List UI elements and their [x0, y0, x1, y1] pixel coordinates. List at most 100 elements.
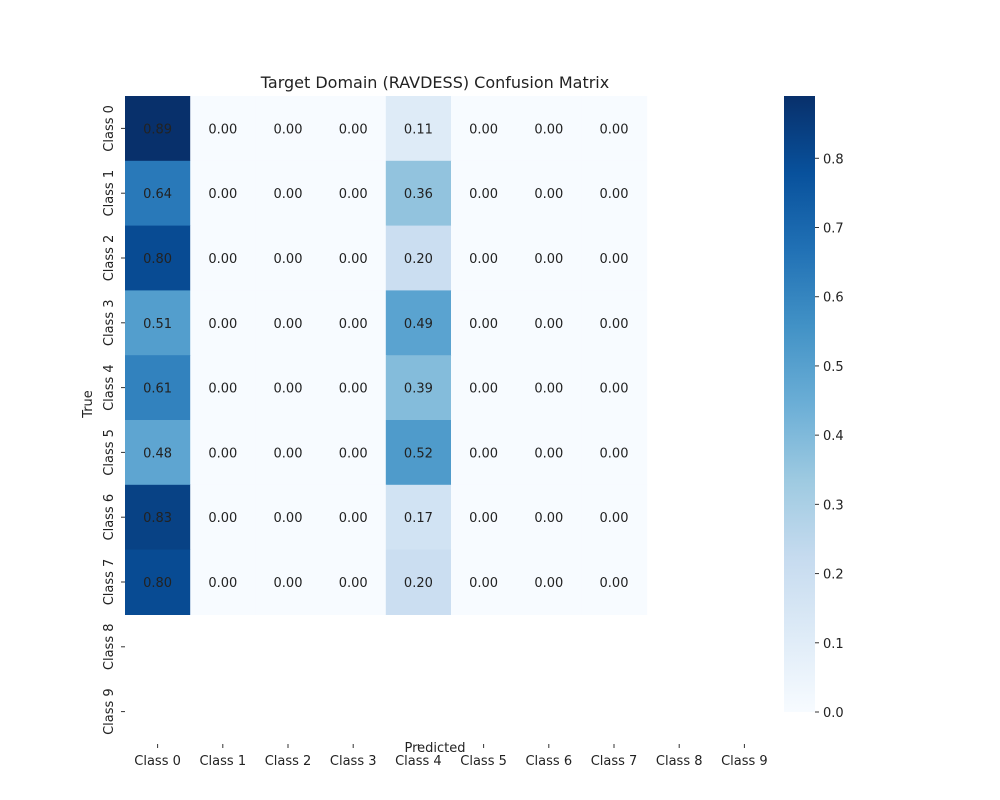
- heatmap-cell: [451, 290, 517, 356]
- heatmap-cell: [125, 225, 191, 291]
- heatmap-cell: [190, 549, 256, 615]
- cell-value-label: 0.51: [143, 317, 172, 332]
- chart-title: Target Domain (RAVDESS) Confusion Matrix: [260, 73, 609, 92]
- colorbar-ticks: 0.0 0.1 0.2 0.3 0.4 0.5 0.6 0.7 0.8: [815, 152, 844, 721]
- cell-value-label: 0.00: [339, 252, 368, 267]
- cell-value-label: 0.00: [208, 382, 237, 397]
- x-tick-label: Class 6: [525, 754, 572, 769]
- y-tick-label: Class 5: [102, 429, 117, 476]
- heatmap-cell: [320, 484, 387, 551]
- cell-value-label: 0.00: [534, 382, 563, 397]
- cell-value-label: 0.00: [274, 187, 303, 202]
- cell-value-label: 0.00: [600, 122, 629, 137]
- heatmap-cell: [385, 484, 452, 551]
- heatmap-cell: [385, 355, 452, 421]
- heatmap-cell: [190, 420, 256, 486]
- cell-value-label: 0.80: [143, 252, 172, 267]
- heatmap-cell: [385, 96, 452, 162]
- cell-value-label: 0.49: [404, 317, 433, 332]
- colorbar-tick-label: 0.7: [823, 222, 844, 237]
- heatmap-cell: [385, 290, 452, 356]
- y-tick-label: Class 4: [102, 364, 117, 411]
- x-tick-label: Class 7: [591, 754, 638, 769]
- heatmap-cell-labels: 0.89 0.00 0.00 0.00 0.11 0.00 0.00 0.00 0.64 0.00…: [143, 122, 628, 591]
- heatmap-cell: [516, 420, 582, 486]
- colorbar-tick-label: 0.8: [823, 152, 844, 167]
- x-tick-label: Class 1: [199, 754, 246, 769]
- heatmap-cell: [255, 420, 322, 486]
- heatmap-cell: [581, 420, 648, 486]
- cell-value-label: 0.39: [404, 382, 433, 397]
- cell-value-label: 0.00: [600, 382, 629, 397]
- cell-value-label: 0.00: [534, 122, 563, 137]
- cell-value-label: 0.11: [404, 122, 433, 137]
- heatmap-cell: [190, 355, 256, 421]
- heatmap-cell: [255, 160, 322, 227]
- heatmap-cell: [451, 484, 517, 551]
- colorbar-tick-label: 0.4: [823, 429, 844, 444]
- cell-value-label: 0.00: [208, 122, 237, 137]
- cell-value-label: 0.00: [208, 187, 237, 202]
- heatmap-cell: [581, 160, 648, 227]
- heatmap-cell: [320, 96, 387, 162]
- y-axis-label: True: [81, 390, 96, 419]
- heatmap-cell: [385, 549, 452, 615]
- cell-value-label: 0.00: [600, 576, 629, 591]
- heatmap-cell: [125, 160, 191, 227]
- cell-value-label: 0.64: [143, 187, 172, 202]
- x-tick-label: Class 0: [134, 754, 181, 769]
- heatmap-cell: [516, 549, 582, 615]
- heatmap-cell: [255, 355, 322, 421]
- heatmap-cell: [516, 160, 582, 227]
- heatmap-cell: [320, 355, 387, 421]
- cell-value-label: 0.00: [339, 576, 368, 591]
- cell-value-label: 0.20: [404, 252, 433, 267]
- heatmap-cell: [320, 290, 387, 356]
- y-tick-label: Class 6: [102, 494, 117, 541]
- cell-value-label: 0.00: [208, 252, 237, 267]
- cell-value-label: 0.00: [274, 122, 303, 137]
- y-tick-label: Class 9: [102, 688, 117, 735]
- cell-value-label: 0.00: [600, 252, 629, 267]
- y-tick-label: Class 7: [102, 559, 117, 606]
- cell-value-label: 0.00: [469, 317, 498, 332]
- cell-value-label: 0.00: [339, 187, 368, 202]
- x-tick-label: Class 8: [656, 754, 703, 769]
- colorbar-gradient: [784, 96, 815, 712]
- cell-value-label: 0.00: [274, 382, 303, 397]
- colorbar-tick-label: 0.3: [823, 498, 844, 513]
- cell-value-label: 0.83: [143, 511, 172, 526]
- heatmap-cell: [255, 549, 322, 615]
- heatmap-cell: [255, 290, 322, 356]
- colorbar-tick-label: 0.0: [823, 706, 844, 721]
- heatmap-cell: [516, 225, 582, 291]
- cell-value-label: 0.00: [534, 576, 563, 591]
- cell-value-label: 0.17: [404, 511, 433, 526]
- cell-value-label: 0.80: [143, 576, 172, 591]
- cell-value-label: 0.00: [274, 511, 303, 526]
- heatmap-cell: [451, 355, 517, 421]
- heatmap-cell: [255, 225, 322, 291]
- y-tick-label: Class 2: [102, 235, 117, 282]
- colorbar-tick-label: 0.6: [823, 291, 844, 306]
- cell-value-label: 0.00: [469, 382, 498, 397]
- heatmap-cell: [255, 96, 322, 162]
- cell-value-label: 0.00: [339, 122, 368, 137]
- heatmap-cell: [125, 290, 191, 356]
- heatmap-cell: [581, 290, 648, 356]
- cell-value-label: 0.00: [339, 317, 368, 332]
- cell-value-label: 0.00: [534, 317, 563, 332]
- cell-value-label: 0.00: [469, 187, 498, 202]
- cell-value-label: 0.00: [534, 446, 563, 461]
- heatmap-cells: [125, 96, 648, 615]
- heatmap-cell: [190, 225, 256, 291]
- heatmap-cell: [516, 290, 582, 356]
- cell-value-label: 0.00: [339, 382, 368, 397]
- cell-value-label: 0.00: [469, 122, 498, 137]
- heatmap-cell: [255, 484, 322, 551]
- cell-value-label: 0.61: [143, 382, 172, 397]
- heatmap-cell: [516, 355, 582, 421]
- cell-value-label: 0.00: [600, 511, 629, 526]
- cell-value-label: 0.00: [469, 576, 498, 591]
- heatmap-cell: [451, 420, 517, 486]
